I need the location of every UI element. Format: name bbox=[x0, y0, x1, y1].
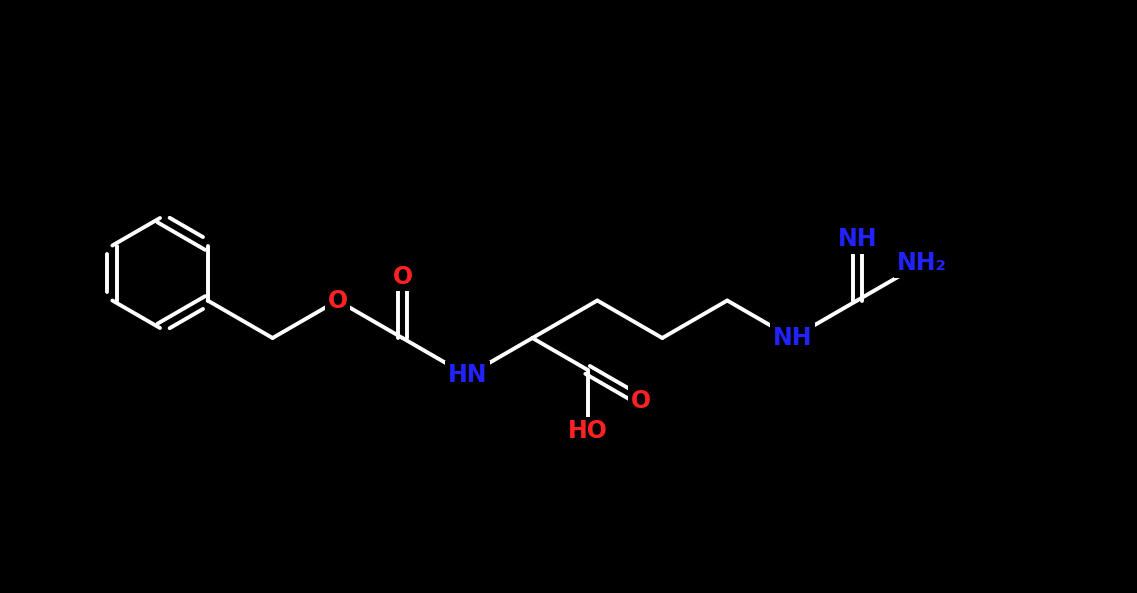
Text: HN: HN bbox=[448, 364, 487, 387]
Text: NH₂: NH₂ bbox=[897, 251, 947, 275]
Text: O: O bbox=[392, 264, 413, 289]
Text: HO: HO bbox=[567, 419, 607, 444]
Text: O: O bbox=[631, 388, 650, 413]
Text: O: O bbox=[327, 289, 348, 313]
Text: NH: NH bbox=[772, 326, 812, 350]
Text: NH: NH bbox=[837, 227, 877, 251]
